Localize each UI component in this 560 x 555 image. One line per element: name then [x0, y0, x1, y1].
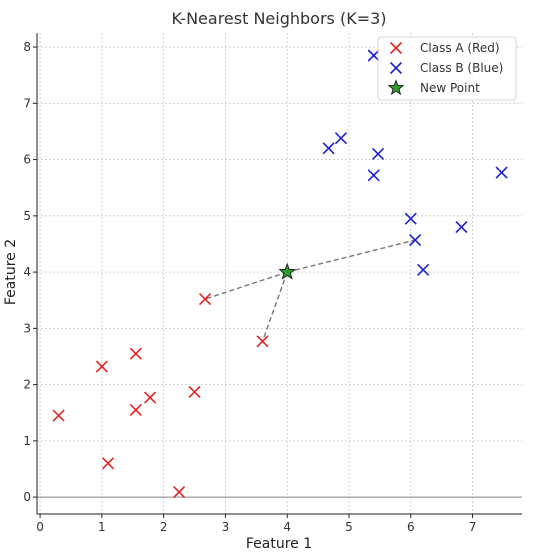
- x-tick-label: 4: [283, 520, 291, 534]
- data-point: [371, 147, 385, 161]
- x-tick-label: 0: [36, 520, 44, 534]
- data-points: [52, 49, 508, 499]
- axes: [36, 33, 522, 515]
- y-tick-label: 2: [23, 378, 31, 392]
- y-tick-label: 6: [23, 153, 31, 167]
- data-point: [367, 169, 380, 182]
- x-tick-label: 3: [222, 520, 230, 534]
- y-axis-label: Feature 2: [3, 239, 19, 305]
- y-tick-label: 7: [23, 96, 31, 110]
- data-point: [129, 403, 142, 416]
- y-ticks: 0 1 2 3 4 5 6 7 8: [23, 40, 37, 504]
- legend-x-icon: [389, 61, 403, 75]
- x-tick-label: 7: [469, 520, 477, 534]
- neighbor-line: [287, 239, 416, 273]
- legend-label: Class B (Blue): [420, 61, 503, 75]
- legend-star-icon: [387, 79, 405, 96]
- y-tick-label: 5: [23, 209, 31, 223]
- data-point: [417, 263, 430, 276]
- data-point: [367, 49, 380, 62]
- data-point: [173, 485, 186, 499]
- x-tick-label: 6: [407, 520, 415, 534]
- data-point: [101, 457, 115, 470]
- data-point: [188, 385, 201, 398]
- data-point: [95, 360, 108, 373]
- data-point: [143, 391, 157, 404]
- neighbor-lines: [204, 239, 416, 342]
- data-point: [256, 335, 269, 348]
- legend-label: New Point: [420, 81, 480, 95]
- neighbor-line: [204, 271, 288, 300]
- new-point-star: [278, 262, 297, 280]
- data-point: [495, 166, 508, 179]
- y-tick-label: 1: [23, 434, 31, 448]
- x-ticks: 0 1 2 3 4 5 6 7: [36, 514, 476, 534]
- legend-label: Class A (Red): [420, 41, 500, 55]
- x-axis-label: Feature 1: [246, 536, 312, 552]
- legend: Class A (Red) Class B (Blue) New Point: [377, 36, 517, 101]
- y-tick-label: 8: [23, 40, 31, 54]
- data-point: [129, 347, 142, 360]
- y-tick-label: 0: [23, 490, 31, 504]
- data-point: [409, 233, 422, 247]
- legend-box: [377, 36, 517, 101]
- chart-title: K-Nearest Neighbors (K=3): [171, 9, 386, 28]
- y-tick-label: 3: [23, 321, 31, 335]
- x-tick-label: 2: [160, 520, 168, 534]
- data-point: [52, 409, 65, 422]
- data-point: [455, 221, 468, 234]
- data-point: [334, 132, 348, 145]
- legend-x-icon: [389, 41, 403, 55]
- neighbor-line: [261, 271, 288, 342]
- data-point: [322, 142, 335, 155]
- x-tick-label: 5: [345, 520, 353, 534]
- y-tick-label: 4: [23, 265, 31, 279]
- data-point: [404, 212, 417, 225]
- data-point: [198, 293, 212, 306]
- grid: [37, 33, 522, 514]
- x-tick-label: 1: [98, 520, 106, 534]
